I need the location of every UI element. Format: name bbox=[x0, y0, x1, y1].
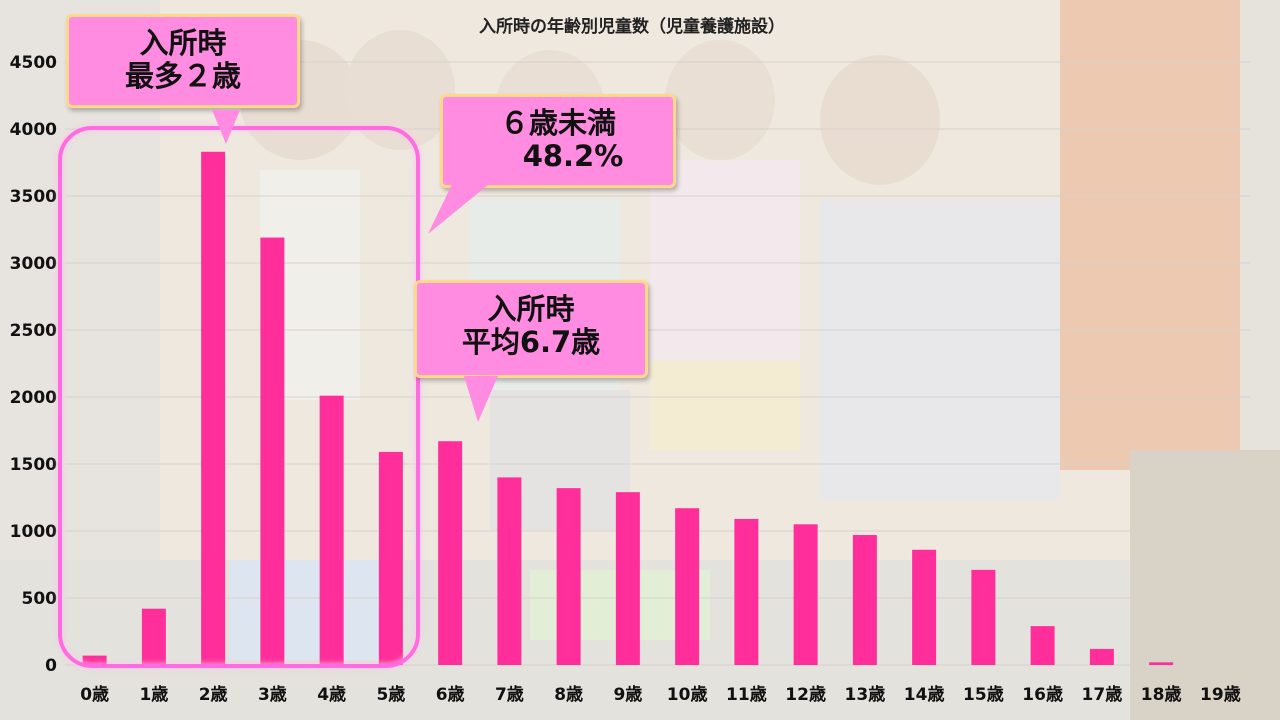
callout-max-age-line1: 入所時 bbox=[139, 26, 227, 60]
under-6-highlight-frame bbox=[58, 126, 420, 668]
callout-under-6-tail bbox=[428, 180, 494, 234]
bar-15 bbox=[971, 569, 996, 665]
y-tick-label: 4000 bbox=[10, 120, 57, 140]
x-tick-label: 4歳 bbox=[317, 684, 346, 705]
callout-under-6-line2: 48.2% bbox=[522, 139, 624, 174]
callout-under-6-line1: ６歳未満 bbox=[499, 106, 616, 140]
callout-under-6: ６歳未満 48.2% bbox=[440, 94, 676, 188]
x-tick-label: 0歳 bbox=[80, 684, 109, 705]
y-tick-label: 3500 bbox=[10, 187, 57, 207]
x-tick-label: 19歳 bbox=[1200, 684, 1241, 705]
bar-10 bbox=[675, 508, 700, 665]
x-tick-label: 3歳 bbox=[258, 684, 287, 705]
callout-max-age-tail bbox=[212, 110, 240, 144]
x-tick-label: 12歳 bbox=[785, 684, 826, 705]
bar-9 bbox=[615, 492, 640, 665]
bar-17 bbox=[1089, 648, 1114, 665]
y-tick-label: 0 bbox=[45, 656, 57, 676]
y-tick-label: 500 bbox=[22, 589, 58, 609]
callout-average-line2: 平均6.7歳 bbox=[461, 325, 601, 360]
bar-12 bbox=[793, 524, 818, 665]
bar-11 bbox=[734, 518, 759, 665]
chart-title: 入所時の年齢別児童数（児童養護施設） bbox=[479, 16, 785, 37]
callout-average-line1: 入所時 bbox=[487, 292, 575, 326]
x-tick-label: 7歳 bbox=[495, 684, 524, 705]
x-tick-label: 8歳 bbox=[554, 684, 583, 705]
x-tick-label: 15歳 bbox=[963, 684, 1004, 705]
x-tick-label: 17歳 bbox=[1082, 684, 1123, 705]
bar-14 bbox=[912, 549, 937, 665]
x-tick-label: 16歳 bbox=[1022, 684, 1063, 705]
x-tick-label: 6歳 bbox=[436, 684, 465, 705]
bar-13 bbox=[852, 535, 877, 665]
x-tick-label: 11歳 bbox=[726, 684, 767, 705]
bar-2 bbox=[201, 151, 226, 665]
x-tick-label: 13歳 bbox=[845, 684, 886, 705]
x-tick-label: 2歳 bbox=[199, 684, 228, 705]
y-tick-label: 1500 bbox=[10, 455, 57, 475]
bar-0 bbox=[82, 655, 107, 665]
x-tick-label: 5歳 bbox=[376, 684, 405, 705]
x-tick-label: 1歳 bbox=[139, 684, 168, 705]
bar-3 bbox=[260, 237, 285, 666]
bar-18 bbox=[1149, 662, 1174, 665]
x-tick-label: 10歳 bbox=[667, 684, 708, 705]
bar-16 bbox=[1030, 626, 1055, 665]
y-tick-label: 1000 bbox=[10, 522, 57, 542]
bar-5 bbox=[378, 451, 403, 665]
y-tick-label: 2000 bbox=[10, 388, 57, 408]
x-tick-label: 18歳 bbox=[1141, 684, 1182, 705]
callout-average-age: 入所時 平均6.7歳 bbox=[414, 280, 648, 378]
x-tick-label: 9歳 bbox=[613, 684, 642, 705]
bar-8 bbox=[556, 488, 581, 665]
bar-7 bbox=[497, 477, 522, 665]
y-tick-label: 2500 bbox=[10, 321, 57, 341]
callout-average-tail bbox=[464, 376, 498, 422]
bar-4 bbox=[319, 395, 344, 665]
x-tick-label: 14歳 bbox=[904, 684, 945, 705]
callout-max-age: 入所時 最多２歳 bbox=[66, 14, 300, 108]
bar-6 bbox=[438, 441, 463, 665]
y-tick-label: 4500 bbox=[10, 53, 57, 73]
y-tick-label: 3000 bbox=[10, 254, 57, 274]
callout-max-age-line2: 最多２歳 bbox=[124, 59, 241, 94]
bar-1 bbox=[141, 608, 166, 665]
